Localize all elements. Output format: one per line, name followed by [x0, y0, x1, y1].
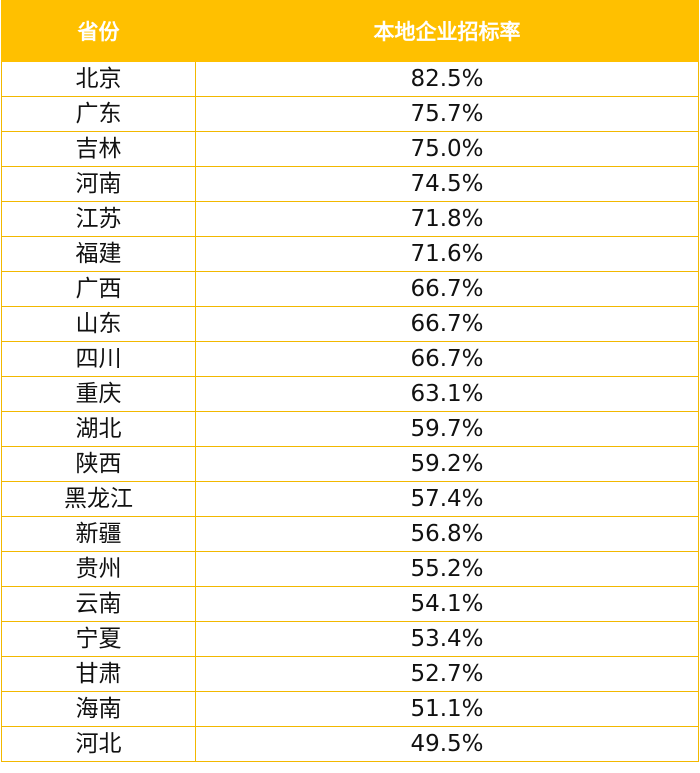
table-row: 海南 51.1%	[1, 691, 699, 727]
table-header: 省份 本地企业招标率	[1, 0, 699, 62]
cell-province: 陕西	[1, 446, 196, 482]
table-row: 北京 82.5%	[1, 61, 699, 97]
cell-province: 江苏	[1, 201, 196, 237]
header-province: 省份	[1, 0, 196, 62]
table-row: 河南 74.5%	[1, 166, 699, 202]
cell-province: 福建	[1, 236, 196, 272]
cell-rate: 59.2%	[195, 446, 699, 482]
table-row: 河北 49.5%	[1, 726, 699, 762]
cell-rate: 52.7%	[195, 656, 699, 692]
cell-province: 河南	[1, 166, 196, 202]
cell-rate: 66.7%	[195, 341, 699, 377]
cell-province: 贵州	[1, 551, 196, 587]
cell-rate: 74.5%	[195, 166, 699, 202]
cell-rate: 75.0%	[195, 131, 699, 167]
cell-rate: 55.2%	[195, 551, 699, 587]
table-row: 吉林 75.0%	[1, 131, 699, 167]
cell-rate: 82.5%	[195, 61, 699, 97]
cell-rate: 54.1%	[195, 586, 699, 622]
cell-province: 北京	[1, 61, 196, 97]
cell-rate: 57.4%	[195, 481, 699, 517]
table-row: 四川 66.7%	[1, 341, 699, 377]
table-row: 贵州 55.2%	[1, 551, 699, 587]
cell-rate: 71.6%	[195, 236, 699, 272]
cell-province: 吉林	[1, 131, 196, 167]
table-row: 江苏 71.8%	[1, 201, 699, 237]
cell-rate: 75.7%	[195, 96, 699, 132]
table-row: 陕西 59.2%	[1, 446, 699, 482]
table-row: 福建 71.6%	[1, 236, 699, 272]
cell-province: 海南	[1, 691, 196, 727]
cell-rate: 51.1%	[195, 691, 699, 727]
cell-province: 广西	[1, 271, 196, 307]
table-row: 广西 66.7%	[1, 271, 699, 307]
cell-province: 河北	[1, 726, 196, 762]
cell-rate: 59.7%	[195, 411, 699, 447]
cell-province: 重庆	[1, 376, 196, 412]
cell-rate: 66.7%	[195, 271, 699, 307]
table-row: 山东 66.7%	[1, 306, 699, 342]
cell-province: 宁夏	[1, 621, 196, 657]
cell-rate: 49.5%	[195, 726, 699, 762]
cell-province: 广东	[1, 96, 196, 132]
table-row: 云南 54.1%	[1, 586, 699, 622]
table-row: 甘肃 52.7%	[1, 656, 699, 692]
cell-province: 山东	[1, 306, 196, 342]
cell-province: 甘肃	[1, 656, 196, 692]
table-row: 黑龙江 57.4%	[1, 481, 699, 517]
table-row: 广东 75.7%	[1, 96, 699, 132]
cell-rate: 53.4%	[195, 621, 699, 657]
cell-province: 四川	[1, 341, 196, 377]
table-row: 湖北 59.7%	[1, 411, 699, 447]
header-row: 省份 本地企业招标率	[1, 0, 699, 62]
cell-rate: 56.8%	[195, 516, 699, 552]
cell-province: 云南	[1, 586, 196, 622]
table-row: 宁夏 53.4%	[1, 621, 699, 657]
cell-rate: 66.7%	[195, 306, 699, 342]
cell-province: 黑龙江	[1, 481, 196, 517]
table-body: 北京 82.5% 广东 75.7% 吉林 75.0% 河南 74.5% 江苏 7…	[1, 61, 699, 762]
header-rate: 本地企业招标率	[195, 0, 699, 62]
cell-rate: 63.1%	[195, 376, 699, 412]
table-row: 新疆 56.8%	[1, 516, 699, 552]
cell-province: 新疆	[1, 516, 196, 552]
table-row: 重庆 63.1%	[1, 376, 699, 412]
cell-rate: 71.8%	[195, 201, 699, 237]
cell-province: 湖北	[1, 411, 196, 447]
